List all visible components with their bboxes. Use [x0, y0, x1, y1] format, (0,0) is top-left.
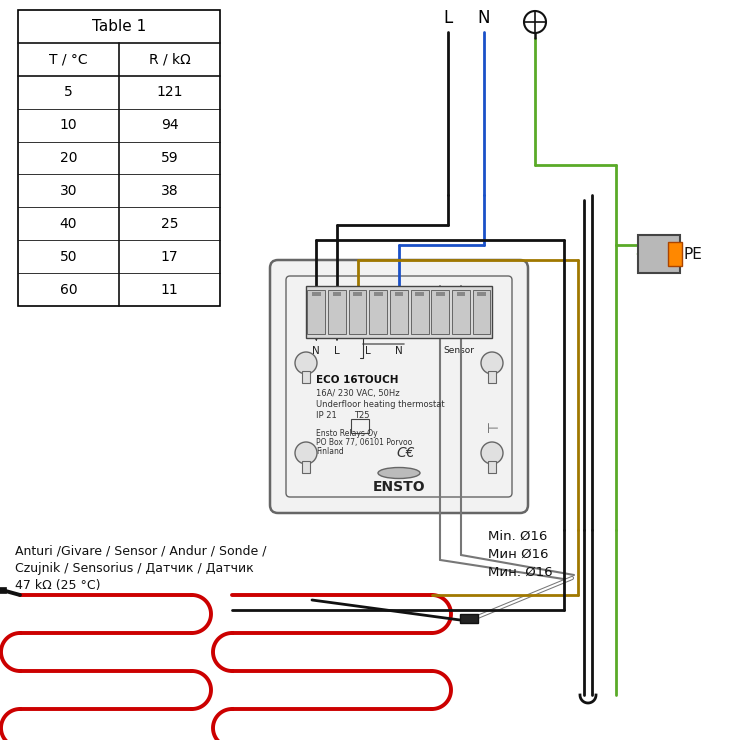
Bar — [432, 290, 449, 334]
Text: R / kΩ: R / kΩ — [148, 53, 190, 67]
Text: Finland: Finland — [316, 447, 344, 456]
Bar — [374, 292, 382, 296]
Text: Mин Ø16: Mин Ø16 — [488, 548, 548, 561]
Bar — [349, 290, 366, 334]
Circle shape — [295, 352, 317, 374]
Bar — [668, 242, 682, 266]
Circle shape — [524, 11, 546, 33]
Text: 16A/ 230 VAC, 50Hz: 16A/ 230 VAC, 50Hz — [316, 389, 399, 398]
Bar — [488, 461, 496, 473]
Bar — [488, 371, 496, 383]
Text: Underfloor heating thermostat: Underfloor heating thermostat — [316, 400, 445, 409]
Bar — [306, 286, 492, 338]
Circle shape — [481, 442, 503, 464]
Text: 38: 38 — [161, 184, 178, 198]
Text: 25: 25 — [161, 217, 178, 231]
Text: 11: 11 — [161, 283, 178, 297]
Text: 60: 60 — [59, 283, 77, 297]
Text: T / °C: T / °C — [49, 53, 88, 67]
Text: Anturi /Givare / Sensor / Andur / Sonde /: Anturi /Givare / Sensor / Andur / Sonde … — [15, 545, 266, 558]
Text: Min. Ø16: Min. Ø16 — [488, 530, 548, 543]
Text: 94: 94 — [161, 118, 178, 132]
Bar — [395, 292, 404, 296]
Bar — [351, 419, 369, 433]
Text: L: L — [443, 9, 453, 27]
Text: L: L — [334, 346, 340, 356]
Text: ENSTO: ENSTO — [373, 480, 425, 494]
Text: Table 1: Table 1 — [92, 19, 146, 34]
Text: 17: 17 — [161, 249, 178, 263]
Bar — [302, 461, 310, 473]
Text: Czujnik / Sensorius / Датчик / Датчик: Czujnik / Sensorius / Датчик / Датчик — [15, 562, 254, 575]
Text: 40: 40 — [59, 217, 77, 231]
Bar — [460, 614, 478, 623]
Bar — [353, 292, 362, 296]
Text: L: L — [365, 346, 371, 356]
Text: N: N — [395, 346, 403, 356]
Bar — [473, 290, 490, 334]
Text: T25: T25 — [354, 411, 369, 420]
Circle shape — [481, 352, 503, 374]
Bar — [638, 235, 680, 273]
Bar — [436, 292, 445, 296]
Bar — [390, 290, 408, 334]
Text: ⊢: ⊢ — [487, 422, 499, 436]
Text: C€: C€ — [396, 446, 415, 460]
Text: Sensor: Sensor — [443, 346, 474, 355]
Circle shape — [295, 442, 317, 464]
Bar — [328, 290, 346, 334]
Ellipse shape — [378, 468, 420, 479]
Text: Ensto Relays Oy: Ensto Relays Oy — [316, 429, 377, 438]
Bar — [308, 290, 325, 334]
Bar — [415, 292, 424, 296]
Text: 10: 10 — [59, 118, 77, 132]
Bar — [369, 290, 387, 334]
Text: 121: 121 — [156, 85, 183, 99]
Text: ECO 16TOUCH: ECO 16TOUCH — [316, 375, 399, 385]
Bar — [411, 290, 429, 334]
Bar — [312, 292, 321, 296]
Bar — [457, 292, 465, 296]
Text: Мин. Ø16: Мин. Ø16 — [488, 566, 553, 579]
Bar — [452, 290, 470, 334]
Text: 30: 30 — [59, 184, 77, 198]
Bar — [18, 10, 220, 306]
Text: 5: 5 — [64, 85, 73, 99]
Bar — [333, 292, 341, 296]
Text: 59: 59 — [161, 151, 178, 165]
Bar — [302, 371, 310, 383]
Text: PO Box 77, 06101 Porvoo: PO Box 77, 06101 Porvoo — [316, 438, 413, 447]
Bar — [477, 292, 486, 296]
Bar — [0, 587, 6, 593]
Text: N: N — [478, 9, 490, 27]
Text: 50: 50 — [59, 249, 77, 263]
Text: 47 kΩ (25 °C): 47 kΩ (25 °C) — [15, 579, 101, 592]
Text: N: N — [313, 346, 320, 356]
Text: PE: PE — [684, 246, 703, 261]
Text: IP 21: IP 21 — [316, 411, 337, 420]
Text: 20: 20 — [59, 151, 77, 165]
FancyBboxPatch shape — [270, 260, 528, 513]
